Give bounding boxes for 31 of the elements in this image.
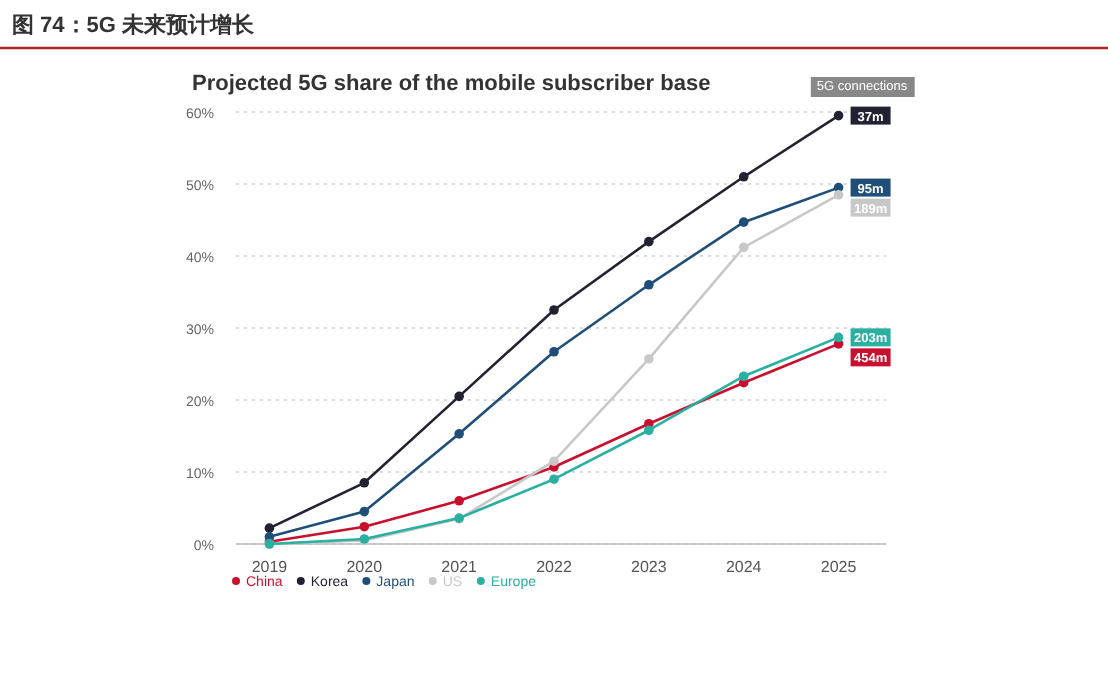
point (738, 371, 749, 382)
point (738, 242, 749, 253)
point (264, 523, 275, 533)
point (833, 190, 844, 200)
x-tick-label: 2023 (631, 558, 668, 576)
point (549, 305, 559, 315)
point (833, 110, 844, 121)
x-tick-label: 2021 (441, 558, 479, 576)
chart-title: 图 74：5G 未来预计增长 (12, 12, 257, 38)
point (644, 280, 654, 290)
point (644, 354, 654, 364)
point (833, 332, 844, 343)
point (644, 425, 654, 436)
point (359, 478, 370, 488)
x-tick-label: 2025 (820, 558, 858, 576)
point (359, 506, 370, 517)
point (549, 346, 559, 357)
x-tick-label: 2020 (346, 558, 384, 576)
point (549, 474, 559, 484)
point (359, 521, 370, 532)
x-tick-label: 2024 (725, 558, 763, 576)
x-tick-label: 2022 (536, 558, 573, 576)
point (454, 496, 464, 506)
point (738, 172, 749, 182)
point (644, 236, 654, 247)
point (549, 456, 559, 466)
point (454, 391, 464, 402)
chart-subtitle: Projected 5G share of the mobile subscriber base (192, 72, 711, 96)
x-tick-label: 2019 (251, 558, 289, 576)
point (738, 217, 749, 227)
point (454, 429, 464, 439)
